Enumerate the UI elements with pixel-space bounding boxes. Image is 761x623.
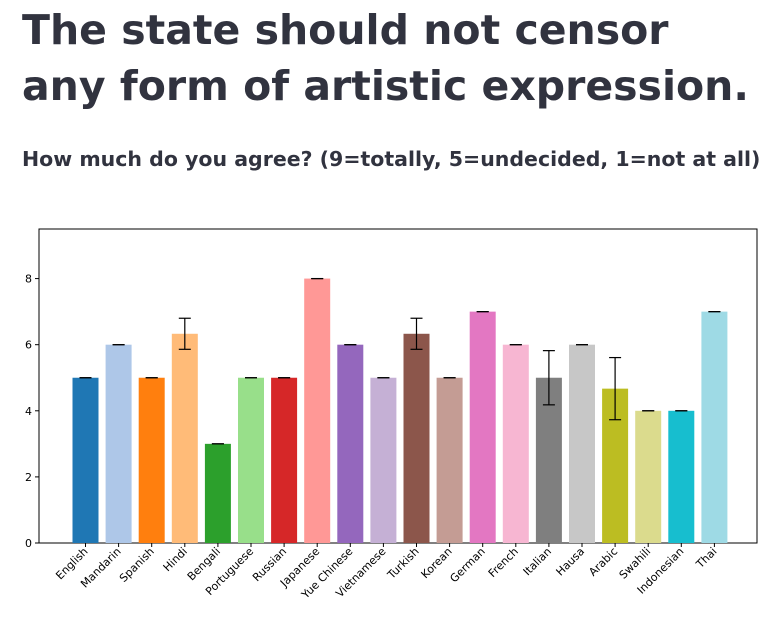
x-tick-label: Spanish — [117, 545, 157, 585]
bar-portuguese — [238, 377, 264, 543]
page-title: The state should not censor any form of … — [22, 6, 749, 110]
bar-swahili — [635, 410, 662, 543]
bar-japanese — [304, 278, 331, 543]
x-tick-label: Arabic — [586, 545, 620, 579]
x-tick-label: Thai — [693, 545, 720, 572]
bar-vietnamese — [370, 377, 397, 543]
x-tick-label: Turkish — [384, 545, 421, 582]
bar-english — [72, 377, 99, 543]
y-tick-label: 8 — [25, 273, 32, 286]
bar-french — [502, 344, 529, 543]
plot-frame — [38, 228, 758, 544]
bar-spanish — [138, 377, 165, 543]
x-tick-label: Hausa — [554, 545, 588, 579]
y-tick-label: 2 — [25, 471, 32, 484]
bar-hausa — [569, 344, 595, 543]
x-tick-label: Hindi — [161, 545, 190, 574]
x-tick-label: Italian — [521, 545, 554, 578]
bar-yue-chinese — [337, 344, 364, 543]
bar-thai — [701, 311, 728, 543]
y-tick-label: 4 — [25, 405, 32, 418]
bar-mandarin — [105, 344, 132, 543]
bar-german — [469, 311, 496, 543]
x-tick-label: German — [447, 545, 487, 585]
x-tick-label: French — [486, 545, 521, 580]
y-tick-label: 0 — [25, 537, 32, 550]
y-tick-label: 6 — [25, 339, 32, 352]
page-subtitle: How much do you agree? (9=totally, 5=und… — [22, 147, 761, 171]
bar-korean — [436, 377, 463, 543]
bar-turkish — [403, 333, 430, 543]
bar-indonesian — [668, 410, 695, 543]
bar-hindi — [171, 333, 198, 543]
bar-bengali — [204, 443, 231, 543]
bar-russian — [271, 377, 298, 543]
